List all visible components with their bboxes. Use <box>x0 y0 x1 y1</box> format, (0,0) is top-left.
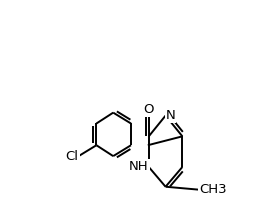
Text: CH3: CH3 <box>199 183 227 196</box>
Text: NH: NH <box>129 160 149 173</box>
Text: Cl: Cl <box>66 150 79 163</box>
Text: O: O <box>144 103 154 116</box>
Text: N: N <box>166 109 175 122</box>
